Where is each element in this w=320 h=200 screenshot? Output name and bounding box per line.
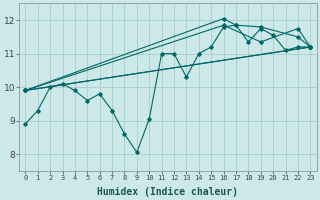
X-axis label: Humidex (Indice chaleur): Humidex (Indice chaleur)	[97, 186, 238, 197]
